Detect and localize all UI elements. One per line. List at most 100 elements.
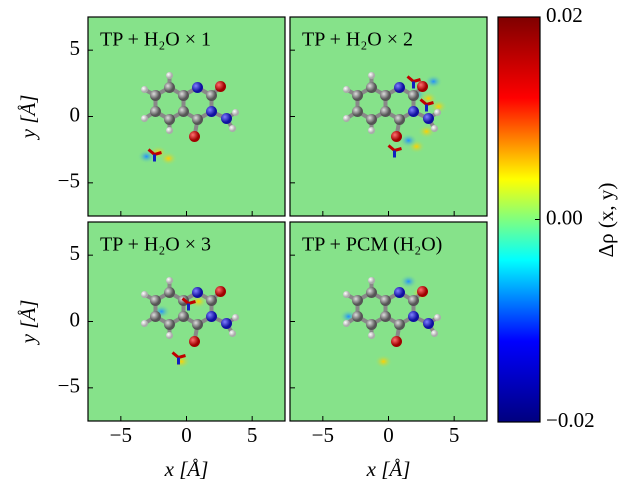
atom <box>232 314 239 321</box>
colorbar-tick-label: −0.02 <box>546 408 595 432</box>
atom <box>408 106 419 117</box>
atom <box>431 330 438 337</box>
atom <box>431 125 438 132</box>
atom <box>150 90 161 101</box>
panel-title: TP + H₂O × 1 <box>100 29 211 51</box>
atom <box>229 330 236 337</box>
y-tick-label: 0 <box>70 102 81 126</box>
y-tick-label: 0 <box>70 307 81 331</box>
atom <box>192 319 203 330</box>
x-tick-label: 0 <box>383 423 394 447</box>
atom <box>221 318 232 329</box>
atom <box>380 106 391 117</box>
density-lobe <box>160 152 178 166</box>
density-lobe <box>400 275 418 289</box>
atom <box>417 81 428 92</box>
atom <box>221 113 232 124</box>
y-tick-label: 5 <box>70 241 81 265</box>
atom <box>206 106 217 117</box>
atom <box>434 314 441 321</box>
atom <box>423 113 434 124</box>
figure: Δρ (x, y) TP + H₂O × 1−505y [Å]TP + H₂O … <box>0 0 641 488</box>
atom <box>368 72 375 79</box>
atom <box>343 115 350 122</box>
atom <box>366 82 377 93</box>
atom <box>178 106 189 117</box>
atom <box>141 320 148 327</box>
atom <box>166 332 173 339</box>
atom <box>206 311 217 322</box>
atom <box>166 127 173 134</box>
atom <box>192 287 203 298</box>
density-lobe <box>400 134 418 148</box>
x-axis-label: x [Å] <box>164 457 209 481</box>
atom <box>417 286 428 297</box>
atom <box>380 295 391 306</box>
atom <box>141 291 148 298</box>
atom <box>408 295 419 306</box>
atom <box>380 311 391 322</box>
atom <box>408 311 419 322</box>
atom <box>368 332 375 339</box>
x-axis-label: x [Å] <box>366 457 411 481</box>
colorbar-tick-label: 0.00 <box>546 205 583 229</box>
atom <box>178 90 189 101</box>
atom <box>164 319 175 330</box>
atom <box>423 318 434 329</box>
atom <box>189 131 200 142</box>
atom <box>215 286 226 297</box>
atom <box>206 90 217 101</box>
atom <box>189 336 200 347</box>
y-tick-label: −5 <box>58 374 80 398</box>
atom <box>366 114 377 125</box>
atom <box>164 114 175 125</box>
atom <box>408 90 419 101</box>
atom <box>164 82 175 93</box>
panel-title: TP + PCM (H₂O) <box>302 234 442 256</box>
atom <box>352 295 363 306</box>
atom <box>380 90 391 101</box>
atom <box>166 72 173 79</box>
atom <box>391 336 402 347</box>
panel-title: TP + H₂O × 3 <box>100 234 211 256</box>
atom <box>232 109 239 116</box>
x-tick-label: 0 <box>181 423 192 447</box>
colorbar <box>498 17 540 422</box>
y-axis-label: y [Å] <box>16 95 40 141</box>
x-tick-label: −5 <box>110 423 132 447</box>
atom <box>391 131 402 142</box>
atom <box>368 277 375 284</box>
x-tick-label: 5 <box>247 423 258 447</box>
atom <box>192 82 203 93</box>
atom <box>434 109 441 116</box>
atom <box>366 319 377 330</box>
atom <box>394 287 405 298</box>
atom <box>366 287 377 298</box>
y-axis-label: y [Å] <box>16 300 40 346</box>
atom <box>343 86 350 93</box>
atom <box>394 82 405 93</box>
panel: TP + H₂O × 2 <box>290 17 487 216</box>
density-lobe <box>375 355 393 369</box>
y-tick-label: −5 <box>58 169 80 193</box>
x-tick-label: 5 <box>449 423 460 447</box>
colorbar-tick-label: 0.02 <box>546 3 583 27</box>
colorbar-label: Δρ (x, y) <box>594 183 618 258</box>
atom <box>192 114 203 125</box>
atom <box>368 127 375 134</box>
atom <box>150 311 161 322</box>
atom <box>166 277 173 284</box>
atom <box>150 106 161 117</box>
atom <box>206 295 217 306</box>
atom <box>178 311 189 322</box>
atom <box>394 114 405 125</box>
atom <box>394 319 405 330</box>
atom <box>215 81 226 92</box>
atom <box>352 106 363 117</box>
panel-title: TP + H₂O × 2 <box>302 29 413 51</box>
atom <box>352 311 363 322</box>
atom <box>343 291 350 298</box>
panel: TP + H₂O × 3 −5 0 5 −5 0 5 x [Å] y [Å] <box>16 222 285 481</box>
